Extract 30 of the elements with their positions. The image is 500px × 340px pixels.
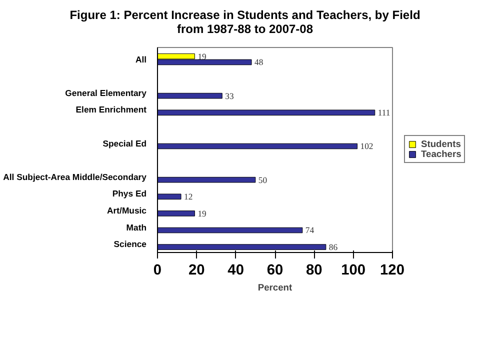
x-tick-label: 80 [306, 262, 322, 278]
data-label: 12 [184, 191, 193, 202]
y-tick-label: All Subject-Area Middle/Secondary [3, 172, 147, 182]
x-tick-label: 40 [228, 262, 244, 278]
y-tick-label: Special Ed [102, 138, 146, 148]
x-tick-label: 100 [341, 262, 366, 278]
y-tick-label: All [135, 54, 146, 64]
y-tick-label: Art/Music [107, 205, 147, 216]
x-tick-label: 120 [380, 262, 405, 278]
data-label: 19 [198, 51, 206, 62]
y-tick-label: Elem Enrichment [76, 104, 147, 114]
data-label: 19 [198, 208, 206, 218]
x-axis-title: Percent [258, 282, 292, 292]
x-tick-label: 60 [266, 262, 284, 278]
data-label: 102 [360, 141, 374, 151]
data-label: 50 [258, 174, 268, 185]
legend-label: Teachers [421, 149, 462, 160]
legend-label: Students [421, 139, 461, 150]
data-label: 74 [305, 225, 315, 236]
x-tick-label: 20 [188, 262, 205, 278]
data-label: 33 [225, 90, 234, 101]
y-tick-label: Math [126, 222, 147, 232]
y-tick-label: General Elementary [65, 88, 147, 98]
data-label: 48 [254, 56, 264, 67]
data-label: 86 [328, 242, 338, 252]
y-tick-label: Phys Ed [112, 188, 146, 198]
chart-title: Figure 1: Percent Increase in Students and Teachers, by Field from 1987-88 to 2007-08 [70, 8, 420, 37]
data-label: 111 [378, 107, 390, 118]
y-tick-label: Science [114, 238, 147, 249]
x-tick-label: 0 [153, 262, 162, 278]
